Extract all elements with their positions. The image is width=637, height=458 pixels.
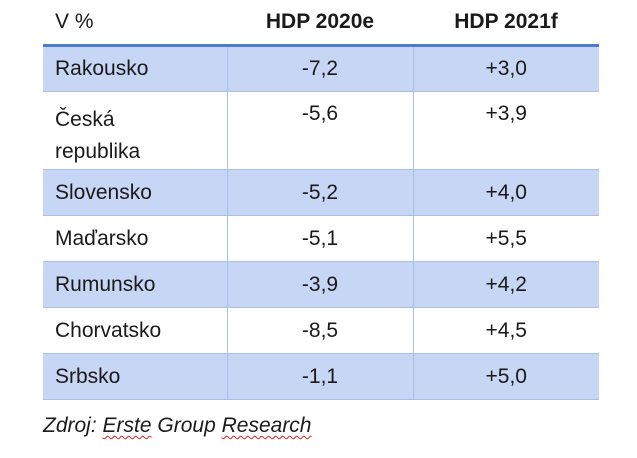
hdp-2020e-cell: -8,5 bbox=[226, 307, 413, 354]
country-cell: Maďarsko bbox=[43, 215, 227, 262]
table-row: Česká republika -5,6 +3,9 bbox=[43, 91, 599, 170]
source-prefix: Zdroj: bbox=[43, 414, 97, 437]
hdp-2021f-cell: +4,2 bbox=[412, 261, 599, 308]
table-row: Maďarsko -5,1 +5,5 bbox=[43, 215, 599, 262]
table-row: Rumunsko -3,9 +4,2 bbox=[43, 261, 599, 308]
hdp-2021f-cell: +4,0 bbox=[412, 169, 599, 216]
gdp-table: V % HDP 2020e HDP 2021f Rakousko -7,2 +3… bbox=[43, 0, 599, 400]
hdp-2020e-cell: -3,9 bbox=[226, 261, 413, 308]
hdp-2020e-cell: -5,2 bbox=[226, 169, 413, 216]
country-cell: Rakousko bbox=[43, 45, 227, 92]
hdp-2021f-cell: +5,0 bbox=[412, 353, 599, 400]
hdp-2020e-cell: -7,2 bbox=[226, 45, 413, 92]
table-header-row: V % HDP 2020e HDP 2021f bbox=[43, 0, 599, 47]
table-row: Chorvatsko -8,5 +4,5 bbox=[43, 307, 599, 354]
country-cell: Chorvatsko bbox=[43, 307, 227, 354]
hdp-2020e-cell: -1,1 bbox=[226, 353, 413, 400]
hdp-2021f-cell: +3,0 bbox=[412, 45, 599, 92]
source-note: Zdroj: Erste Group Research bbox=[43, 414, 312, 438]
table-row: Srbsko -1,1 +5,0 bbox=[43, 353, 599, 400]
hdp-2021f-cell: +4,5 bbox=[412, 307, 599, 354]
header-hdp-2020e: HDP 2020e bbox=[227, 0, 413, 47]
country-line-2: republika bbox=[55, 140, 141, 163]
source-word-erste: Erste bbox=[102, 414, 152, 437]
gdp-table-container: V % HDP 2020e HDP 2021f Rakousko -7,2 +3… bbox=[43, 0, 599, 400]
hdp-2020e-cell: -5,6 bbox=[226, 91, 413, 170]
header-unit: V % bbox=[43, 0, 227, 47]
table-row: Rakousko -7,2 +3,0 bbox=[43, 45, 599, 92]
hdp-2020e-cell: -5,1 bbox=[226, 215, 413, 262]
country-cell: Slovensko bbox=[43, 169, 227, 216]
source-word-group: Group bbox=[157, 414, 216, 437]
hdp-2021f-cell: +5,5 bbox=[412, 215, 599, 262]
country-line-1: Česká bbox=[55, 108, 115, 131]
source-word-research: Research bbox=[221, 414, 312, 437]
header-hdp-2021f: HDP 2021f bbox=[413, 0, 599, 47]
country-cell: Rumunsko bbox=[43, 261, 227, 308]
table-row: Slovensko -5,2 +4,0 bbox=[43, 169, 599, 216]
country-cell: Česká republika bbox=[43, 91, 227, 170]
hdp-2021f-cell: +3,9 bbox=[412, 91, 599, 170]
country-cell: Srbsko bbox=[43, 353, 227, 400]
